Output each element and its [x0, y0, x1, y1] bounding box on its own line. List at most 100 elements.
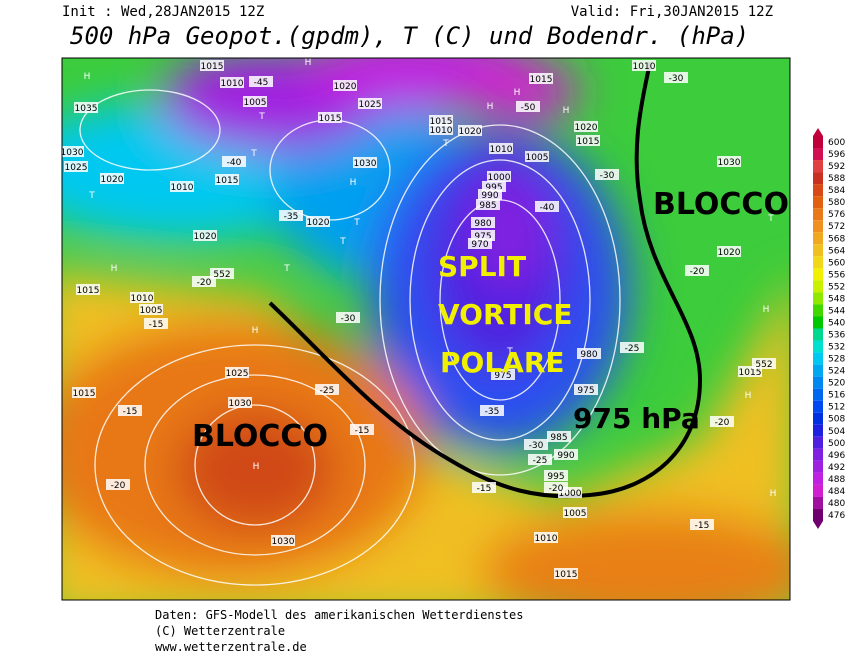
contour-label: -20	[549, 484, 564, 494]
colorbar-tick-label: 560	[828, 258, 845, 268]
colorbar-tick-label: 520	[828, 379, 845, 389]
label-box	[353, 157, 377, 168]
footer-line: www.wetterzentrale.de	[155, 640, 307, 654]
label-box	[72, 387, 96, 398]
contour-label: -30	[341, 314, 356, 324]
label-box	[193, 230, 217, 241]
colorbar-tick-label: 484	[828, 487, 845, 497]
contour-label: 1010	[490, 145, 513, 155]
label-box	[664, 72, 688, 83]
contour-label: 1010	[171, 183, 194, 193]
colorbar-tick-label: 524	[828, 367, 845, 377]
colorbar-cell	[813, 148, 823, 161]
label-box	[535, 201, 559, 212]
label-box	[558, 487, 582, 498]
label-box	[249, 76, 273, 87]
colorbar-cell	[813, 184, 823, 197]
colorbar-tick-label: 508	[828, 415, 845, 425]
colorbar-cell	[813, 268, 823, 281]
contour-label: 1030	[61, 148, 84, 158]
colorbar-tick-label: 488	[828, 475, 845, 485]
label-box	[215, 174, 239, 185]
contour-label: 1015	[77, 286, 100, 296]
init-time: Init : Wed,28JAN2015 12Z	[62, 4, 264, 20]
colorbar-cell	[813, 160, 823, 173]
colorbar-cell	[813, 424, 823, 437]
label-box	[315, 384, 339, 395]
label-box	[144, 318, 168, 329]
contour-label: -15	[355, 426, 370, 436]
pressure-center: H	[350, 178, 357, 188]
colorbar-tick-label: 576	[828, 210, 845, 220]
pressure-center: T	[506, 347, 513, 357]
label-box	[64, 161, 88, 172]
colorbar-tick-label: 532	[828, 343, 845, 353]
label-box	[554, 449, 578, 460]
pressure-center: T	[339, 237, 346, 247]
label-box	[491, 369, 515, 380]
colorbar: 600 596 592 588 584 580 576 572 568 564 560 556 552 5…	[813, 128, 845, 529]
label-box	[472, 482, 496, 493]
contour-label: -40	[227, 158, 242, 168]
colorbar-cell	[813, 376, 823, 389]
label-box	[74, 102, 98, 113]
label-box	[685, 265, 709, 276]
contour-label: 1030	[229, 399, 252, 409]
colorbar-cell	[813, 448, 823, 461]
contour-label: 1015	[319, 114, 342, 124]
colorbar-cell	[813, 316, 823, 329]
colorbar-cell	[813, 388, 823, 401]
contour-label: -30	[529, 441, 544, 451]
colorbar-tick-label: 548	[828, 294, 845, 304]
pressure-center: H	[253, 462, 260, 472]
contour-label: 1015	[530, 75, 553, 85]
colorbar-arrow	[813, 128, 823, 136]
colorbar-cell	[813, 412, 823, 425]
contour-label: 1015	[577, 137, 600, 147]
contour-label: 975	[577, 386, 594, 396]
contour-label: 1025	[65, 163, 88, 173]
contour-label: 1020	[459, 127, 482, 137]
contour-label: 985	[479, 201, 496, 211]
colorbar-tick-label: 568	[828, 234, 845, 244]
colorbar-cell	[813, 256, 823, 269]
label-box	[100, 173, 124, 184]
label-box	[710, 416, 734, 427]
contour-label: -50	[521, 103, 536, 113]
contour-label: 1020	[575, 123, 598, 133]
label-box	[516, 101, 540, 112]
colorbar-cell	[813, 292, 823, 305]
label-box	[482, 181, 506, 192]
colorbar-tick-label: 516	[828, 391, 845, 401]
colorbar-tick-label: 528	[828, 355, 845, 365]
contour-label: -35	[485, 407, 500, 417]
annotation: BLOCCO	[653, 187, 789, 222]
colorbar-tick-label: 504	[828, 427, 845, 437]
label-box	[429, 124, 453, 135]
colorbar-tick-label: 592	[828, 162, 845, 172]
label-box	[222, 156, 246, 167]
contour-label: 1020	[101, 175, 124, 185]
contour-label: 985	[550, 433, 567, 443]
annotation: POLARE	[440, 346, 565, 379]
colorbar-tick-label: 596	[828, 150, 845, 160]
contour-label: -15	[477, 484, 492, 494]
contour-label: -30	[669, 74, 684, 84]
contour-label: -25	[625, 344, 640, 354]
contour-label: 980	[474, 219, 491, 229]
label-box	[574, 121, 598, 132]
colorbar-tick-label: 496	[828, 451, 845, 461]
label-box	[717, 156, 741, 167]
contour-label: 1020	[718, 248, 741, 258]
colorbar-cell	[813, 460, 823, 473]
contour-label: -20	[111, 481, 126, 491]
colorbar-cell	[813, 364, 823, 377]
pressure-center: H	[84, 72, 91, 82]
colorbar-cell	[813, 436, 823, 449]
contour-label: -25	[533, 456, 548, 466]
colorbar-cell	[813, 196, 823, 209]
label-box	[106, 479, 130, 490]
label-box	[279, 210, 303, 221]
label-box	[170, 181, 194, 192]
pressure-center: T	[767, 214, 774, 224]
